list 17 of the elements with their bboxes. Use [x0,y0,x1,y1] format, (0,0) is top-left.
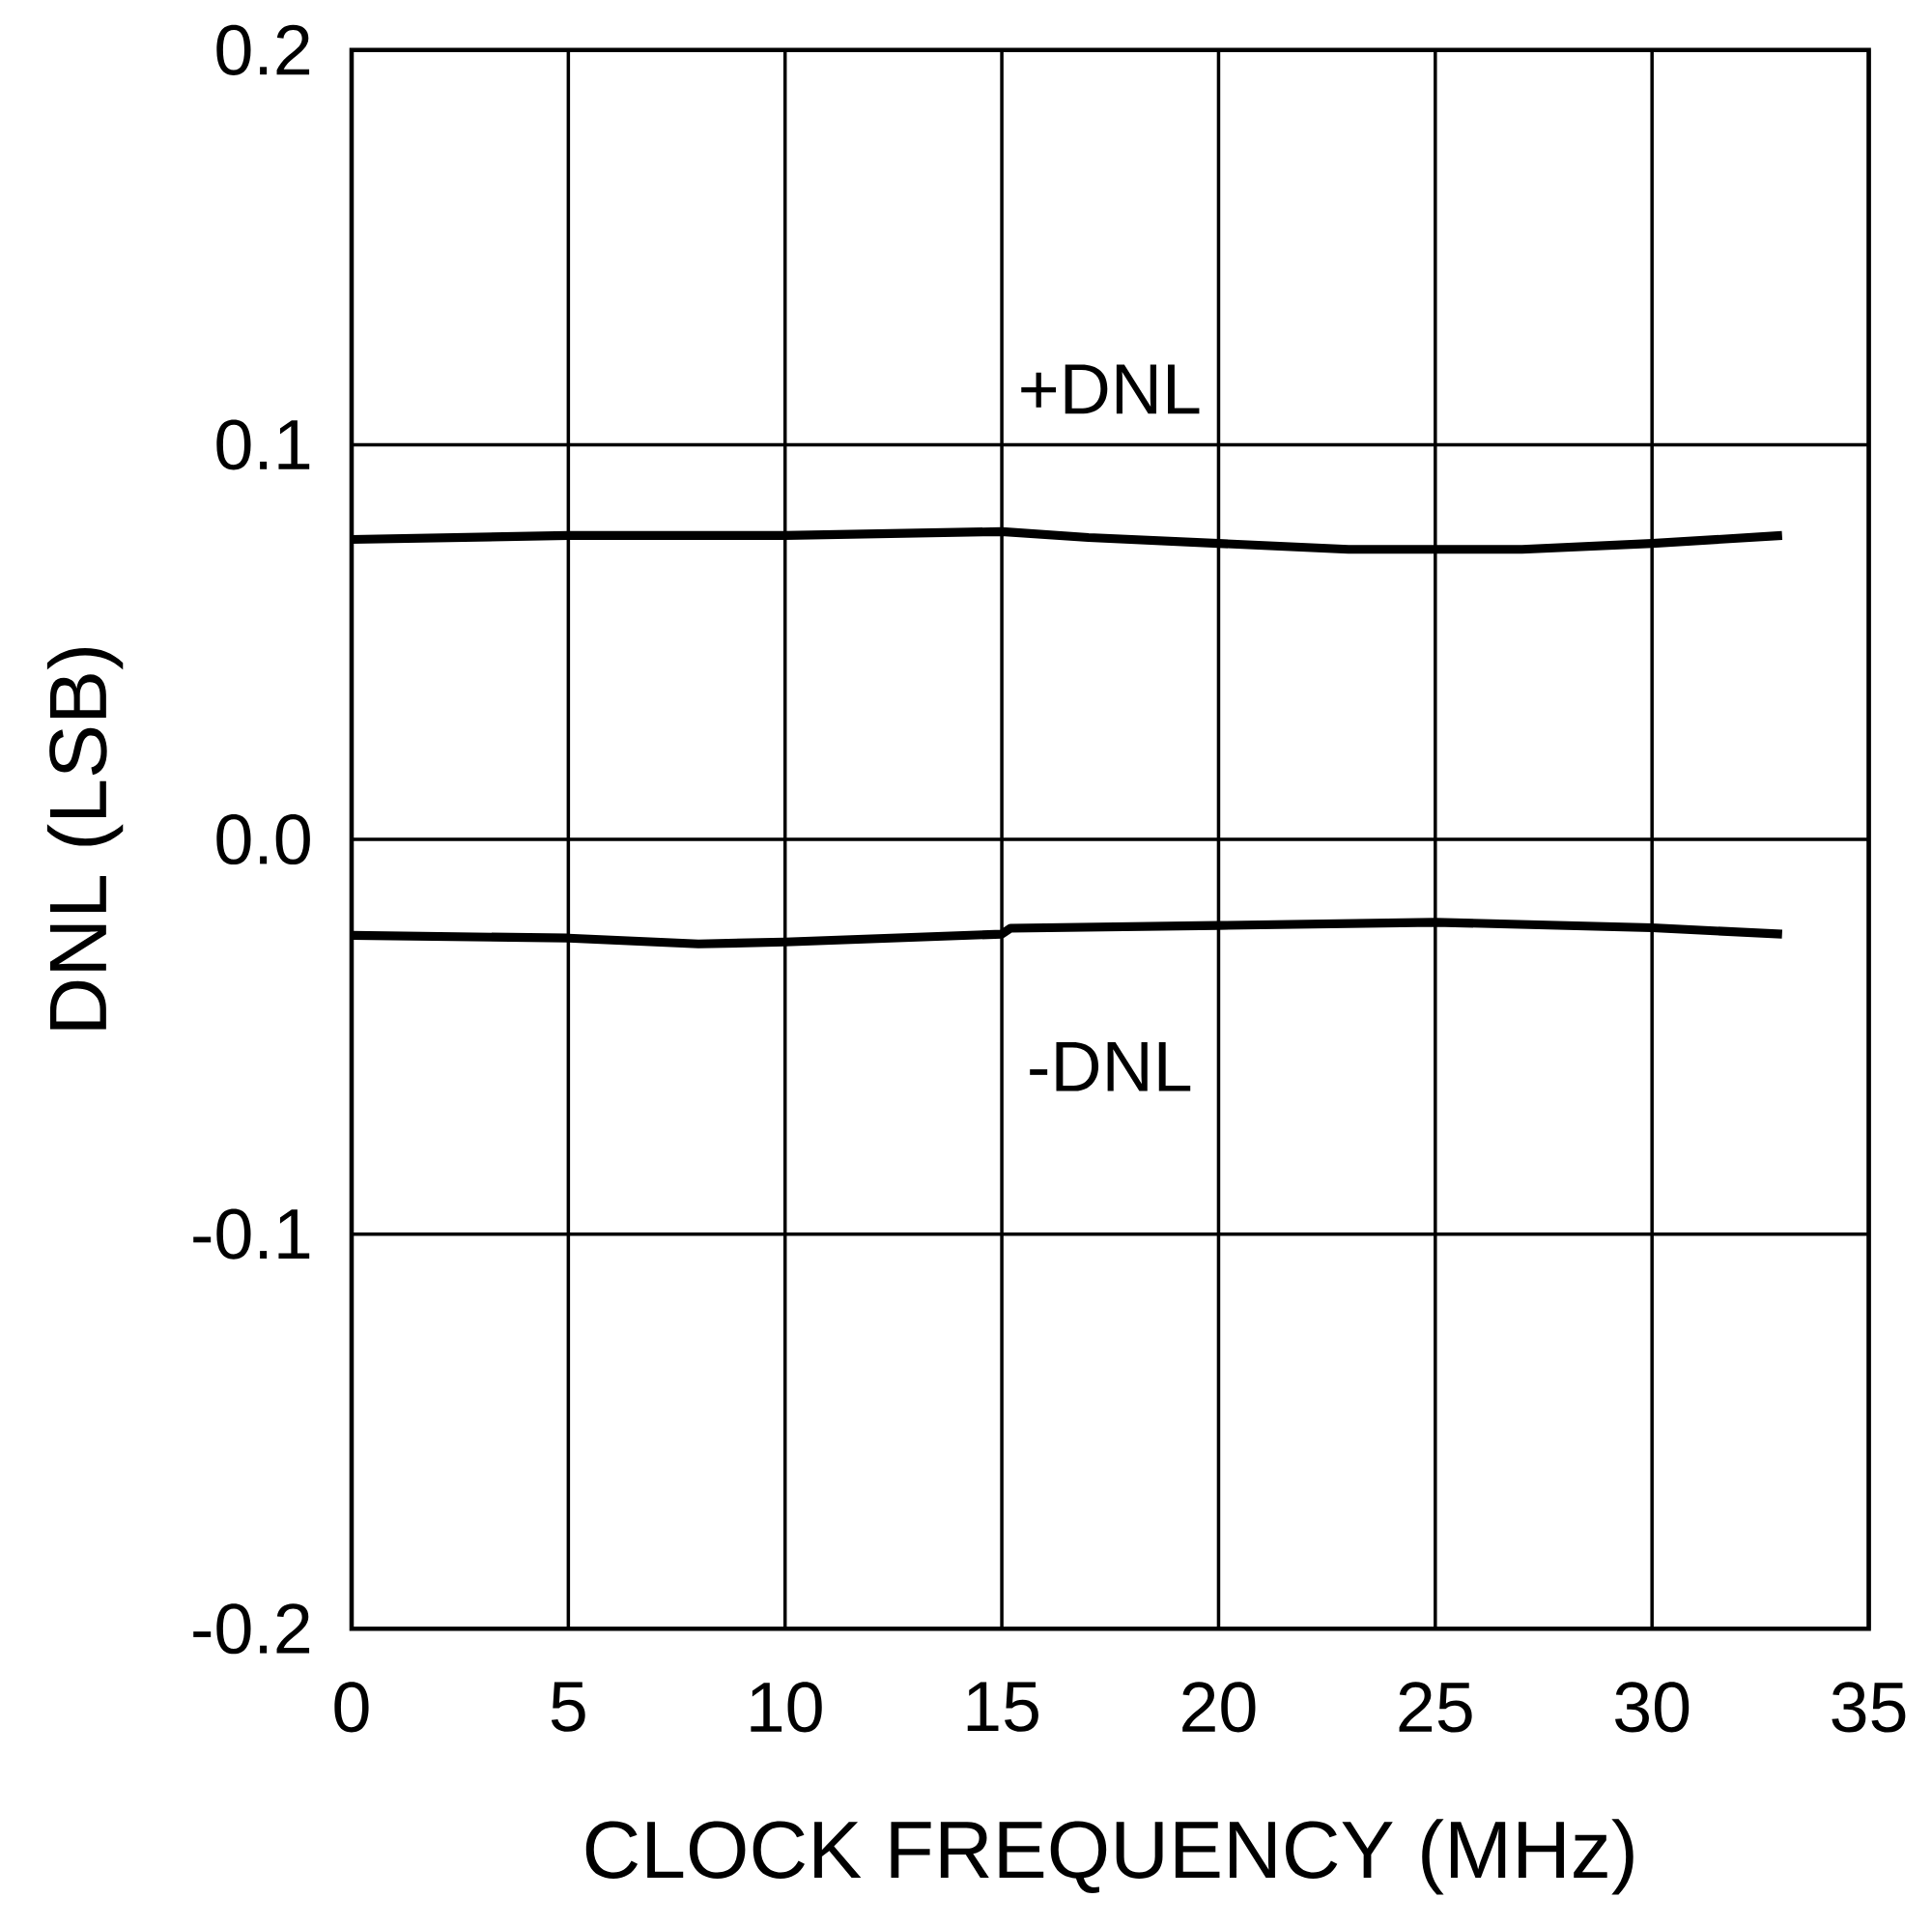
y-tick-label: 0.0 [216,813,310,864]
x-axis-title: CLOCK FREQUENCY (MHz) [585,1818,1634,1895]
x-tick-label: 20 [1182,1682,1256,1733]
y-tick-label: -0.2 [193,1603,310,1655]
x-tick-label: 10 [751,1682,822,1733]
x-tick-label: 25 [1399,1682,1472,1733]
series-label: -DNL [1030,1041,1191,1091]
x-tick-label: 30 [1615,1682,1690,1733]
y-tick-label: -0.1 [193,1208,310,1260]
series-label: +DNL [1021,364,1200,414]
x-tick-label: 5 [551,1682,585,1732]
x-tick-label: 0 [334,1682,369,1733]
y-tick-label: 0.2 [216,24,310,75]
x-tick-label: 15 [967,1682,1038,1732]
x-tick-label: 35 [1832,1682,1906,1733]
y-axis-title: DNL (LSB) [46,647,124,1030]
y-tick-label: 0.1 [216,419,310,470]
